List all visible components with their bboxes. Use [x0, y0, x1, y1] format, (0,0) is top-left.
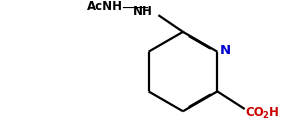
Text: H: H — [268, 106, 278, 119]
Text: AcNH: AcNH — [86, 0, 122, 13]
Text: N: N — [220, 44, 231, 57]
Text: CO: CO — [246, 106, 264, 119]
Text: NH: NH — [133, 5, 153, 18]
Text: 2: 2 — [263, 111, 268, 120]
